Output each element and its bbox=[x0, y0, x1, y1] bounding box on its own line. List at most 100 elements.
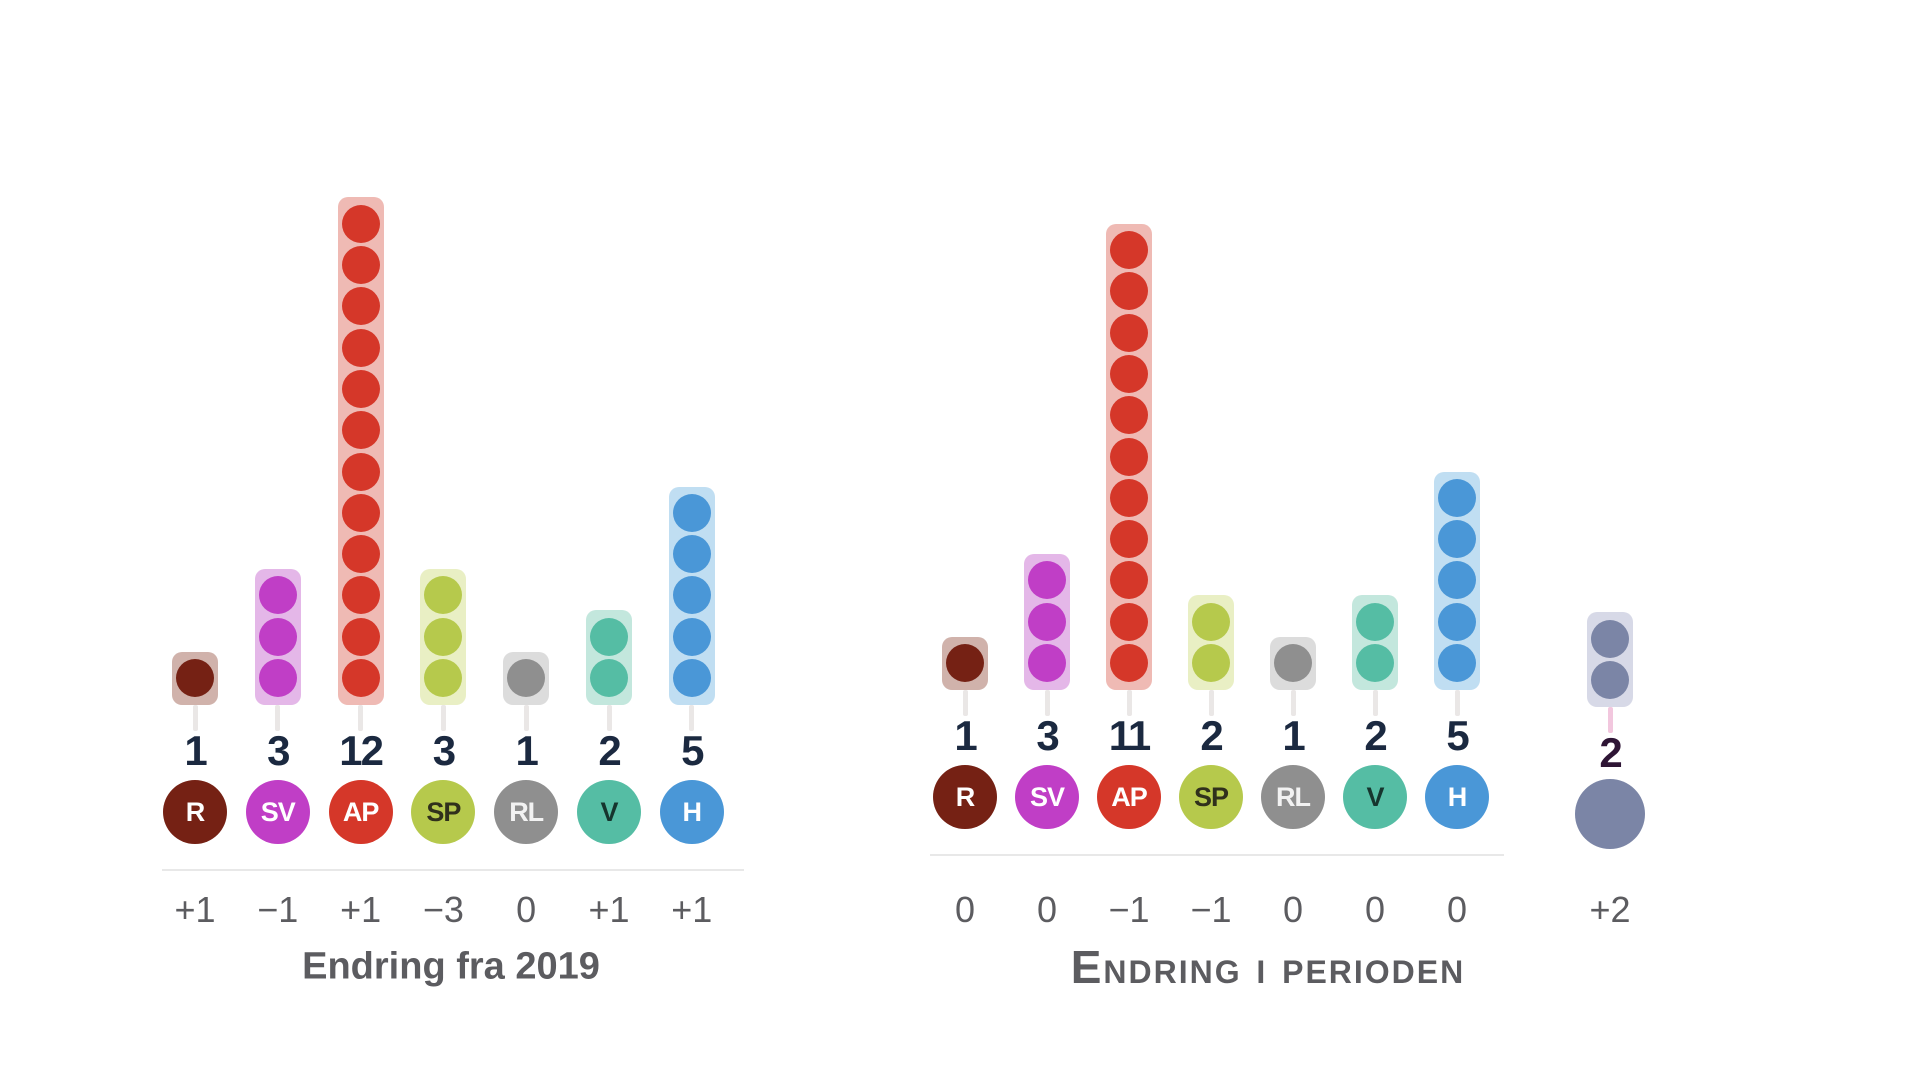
chart0-seat-dot-AP-12 bbox=[341, 204, 380, 243]
chart0-seat-dot-AP-6 bbox=[341, 452, 380, 491]
chart0-seat-count-RL: 1 bbox=[515, 727, 539, 774]
chart1-seat-dot-AP-10 bbox=[1110, 272, 1148, 311]
chart1-seat-dot-H-1 bbox=[1438, 644, 1476, 682]
chart1-seat-count-AP: 11 bbox=[1108, 712, 1151, 759]
chart0-seat-count-V: 2 bbox=[598, 727, 621, 774]
chart1-stem-H bbox=[1454, 690, 1460, 716]
chart1-party-badge-SV: SV bbox=[1015, 765, 1079, 829]
chart1-seat-count-SV: 3 bbox=[1036, 712, 1059, 759]
chart1-party-badge-SP: SP bbox=[1179, 765, 1243, 829]
chart1-seat-dot-H-5 bbox=[1438, 478, 1476, 517]
chart1-seat-count-V: 2 bbox=[1364, 712, 1387, 759]
chart0-seat-dot-SV-3 bbox=[258, 576, 297, 615]
chart1-seat-dot-SP-1 bbox=[1192, 644, 1230, 682]
chart1-stem-other bbox=[1607, 707, 1613, 733]
chart0-seat-dot-AP-9 bbox=[341, 328, 380, 367]
chart1-seat-dot-AP-9 bbox=[1110, 313, 1148, 352]
chart0-party-badge-H: H bbox=[659, 780, 724, 844]
chart0-seat-dot-SP-2 bbox=[424, 617, 463, 656]
chart0-party-badge-AP: AP bbox=[328, 780, 393, 844]
chart0-stem-AP bbox=[358, 705, 364, 731]
chart-caption-left: Endring fra 2019 bbox=[302, 945, 600, 988]
chart1-change-AP: −1 bbox=[1108, 889, 1150, 930]
chart0-party-badge-RL: RL bbox=[494, 780, 559, 844]
chart0-seat-count-H: 5 bbox=[681, 727, 704, 774]
chart1-seat-dot-AP-3 bbox=[1110, 561, 1148, 600]
chart1-change-SV: 0 bbox=[1036, 889, 1058, 930]
chart0-seat-count-SP: 3 bbox=[432, 727, 456, 774]
chart1-stem-AP bbox=[1126, 690, 1132, 716]
chart1-stem-RL bbox=[1290, 690, 1296, 716]
chart0-seat-dot-H-3 bbox=[672, 576, 711, 615]
chart1-seat-dot-AP-2 bbox=[1110, 602, 1148, 641]
chart0-separator-line bbox=[162, 869, 744, 871]
chart1-seat-dot-AP-6 bbox=[1110, 437, 1148, 476]
chart0-seat-count-SV: 3 bbox=[267, 727, 290, 774]
chart0-party-badge-SP: SP bbox=[411, 780, 476, 844]
chart1-stem-SV bbox=[1044, 690, 1050, 716]
chart0-party-badge-SV: SV bbox=[245, 780, 310, 844]
chart0-stem-SV bbox=[275, 705, 281, 731]
chart1-seat-dot-R-1 bbox=[946, 644, 984, 682]
chart0-seat-dot-AP-2 bbox=[341, 617, 380, 656]
chart0-stem-H bbox=[689, 705, 695, 731]
chart0-seat-dot-AP-5 bbox=[341, 493, 380, 532]
chart1-seat-dot-AP-8 bbox=[1110, 354, 1148, 393]
chart0-change-V: +1 bbox=[588, 889, 630, 930]
chart1-seat-count-SP: 2 bbox=[1200, 712, 1223, 759]
chart0-seat-dot-AP-3 bbox=[341, 576, 380, 615]
chart0-change-AP: +1 bbox=[340, 889, 382, 930]
chart1-change-RL: 0 bbox=[1282, 889, 1304, 930]
chart1-change-other: +2 bbox=[1589, 889, 1631, 930]
chart1-seat-count-other: 2 bbox=[1599, 729, 1622, 776]
chart1-stem-SP bbox=[1208, 690, 1214, 716]
chart0-seat-dot-H-5 bbox=[672, 493, 711, 532]
chart1-seat-dot-SV-1 bbox=[1028, 644, 1066, 682]
chart0-stem-V bbox=[606, 705, 612, 731]
chart1-seat-dot-AP-7 bbox=[1110, 396, 1148, 435]
chart1-party-badge-other bbox=[1575, 779, 1645, 849]
chart1-seat-dot-SV-3 bbox=[1028, 561, 1066, 600]
chart1-seat-count-H: 5 bbox=[1446, 712, 1469, 759]
chart1-seat-dot-RL-1 bbox=[1274, 644, 1312, 682]
chart0-seat-count-AP: 12 bbox=[339, 727, 384, 774]
chart1-seat-dot-AP-11 bbox=[1110, 231, 1148, 269]
chart1-seat-dot-other-2 bbox=[1591, 619, 1629, 658]
chart0-seat-dot-V-1 bbox=[590, 659, 628, 697]
chart1-seat-dot-AP-4 bbox=[1110, 520, 1148, 559]
chart1-party-badge-AP: AP bbox=[1097, 765, 1161, 829]
chart1-change-H: 0 bbox=[1446, 889, 1468, 930]
chart0-seat-dot-AP-10 bbox=[341, 287, 380, 326]
chart0-seat-dot-R-1 bbox=[176, 659, 214, 697]
chart0-seat-dot-H-4 bbox=[672, 535, 711, 574]
chart0-party-badge-R: R bbox=[163, 780, 227, 844]
chart1-stem-V bbox=[1372, 690, 1378, 716]
chart0-seat-dot-SP-3 bbox=[424, 576, 463, 615]
chart0-change-H: +1 bbox=[671, 889, 713, 930]
chart1-party-badge-H: H bbox=[1425, 765, 1489, 829]
chart0-seat-dot-AP-4 bbox=[341, 535, 380, 574]
chart0-change-R: +1 bbox=[174, 889, 216, 930]
chart0-stem-R bbox=[192, 705, 198, 731]
chart0-seat-dot-AP-11 bbox=[341, 246, 380, 284]
chart0-seat-dot-H-1 bbox=[672, 659, 711, 697]
chart1-seat-dot-H-2 bbox=[1438, 602, 1476, 641]
chart0-seat-dot-V-2 bbox=[590, 617, 628, 656]
chart-caption-right: Endring i perioden bbox=[1070, 941, 1466, 993]
chart1-seat-dot-AP-5 bbox=[1110, 478, 1148, 517]
chart1-seat-dot-V-1 bbox=[1356, 644, 1394, 682]
chart1-seat-dot-other-1 bbox=[1591, 661, 1629, 699]
chart1-seat-count-RL: 1 bbox=[1282, 712, 1305, 759]
chart1-seat-dot-H-3 bbox=[1438, 561, 1476, 600]
chart0-seat-dot-AP-7 bbox=[341, 411, 380, 450]
chart1-stem-R bbox=[962, 690, 968, 716]
chart0-party-badge-V: V bbox=[577, 780, 641, 844]
chart1-party-badge-V: V bbox=[1343, 765, 1407, 829]
chart1-change-V: 0 bbox=[1364, 889, 1386, 930]
chart1-seat-dot-AP-1 bbox=[1110, 644, 1148, 682]
chart1-party-badge-RL: RL bbox=[1261, 765, 1325, 829]
chart0-seat-dot-SP-1 bbox=[424, 659, 463, 697]
chart0-seat-count-R: 1 bbox=[184, 727, 207, 774]
chart1-seat-dot-SV-2 bbox=[1028, 602, 1066, 641]
chart1-seat-dot-SP-2 bbox=[1192, 602, 1230, 641]
